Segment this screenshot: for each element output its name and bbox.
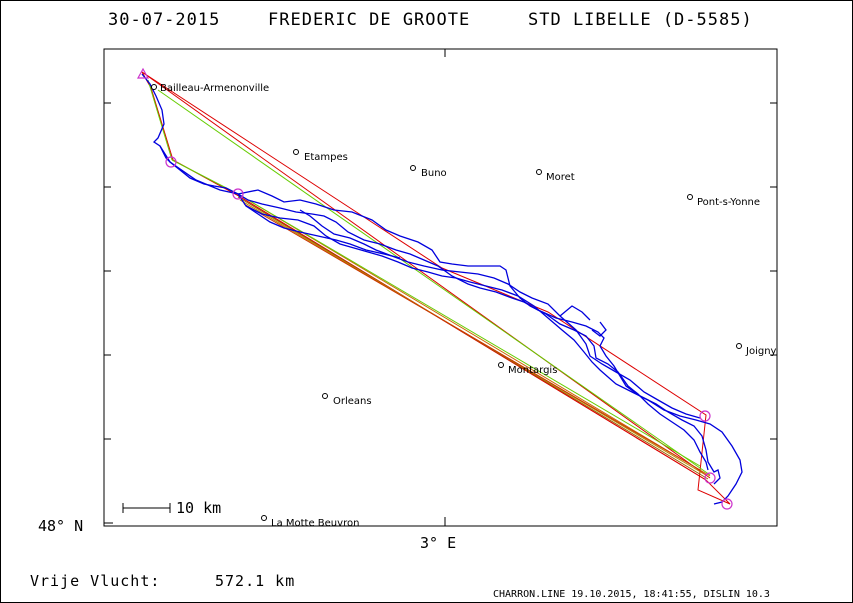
town-label: Montargis (508, 365, 557, 376)
green-legs (147, 79, 711, 476)
town-label: Bailleau-Armenonville (160, 83, 269, 94)
start-triangle (136, 67, 150, 79)
scale-bar (122, 503, 171, 513)
longitude-label: 3° E (420, 534, 456, 552)
turnpoint-circle (232, 188, 244, 200)
map-box (103, 48, 778, 527)
turnpoint-circle (165, 156, 177, 168)
axis-ticks (104, 49, 777, 526)
flight-track (141, 73, 743, 505)
glider-name: STD LIBELLE (D-5585) (528, 10, 753, 30)
pilot-name: FREDERIC DE GROOTE (268, 10, 470, 30)
town-label: Buno (421, 168, 447, 179)
town-markers: Bailleau-Armenonville Etampes Buno Moret… (151, 83, 777, 529)
turnpoint-circle (704, 472, 716, 484)
flight-date: 30-07-2015 (108, 10, 220, 30)
finish-circle (721, 498, 733, 510)
town-label: La Motte Beuvron (271, 518, 359, 529)
town-label: Pont-s-Yonne (697, 197, 760, 208)
scoring-legs (237, 193, 711, 480)
town-label: Moret (546, 172, 575, 183)
turnpoints (136, 67, 733, 510)
latitude-label: 48° N (38, 517, 83, 535)
turnpoint-circle (699, 410, 711, 422)
town-label: Orleans (333, 396, 372, 407)
scale-bar-label: 10 km (176, 499, 221, 517)
distance-value: 572.1 km (215, 572, 295, 590)
credit-line: CHARRON.LINE 19.10.2015, 18:41:55, DISLI… (493, 589, 770, 600)
town-label: Joigny (745, 346, 777, 357)
result-label: Vrije Vlucht: (30, 572, 160, 590)
town-label: Etampes (304, 152, 348, 163)
